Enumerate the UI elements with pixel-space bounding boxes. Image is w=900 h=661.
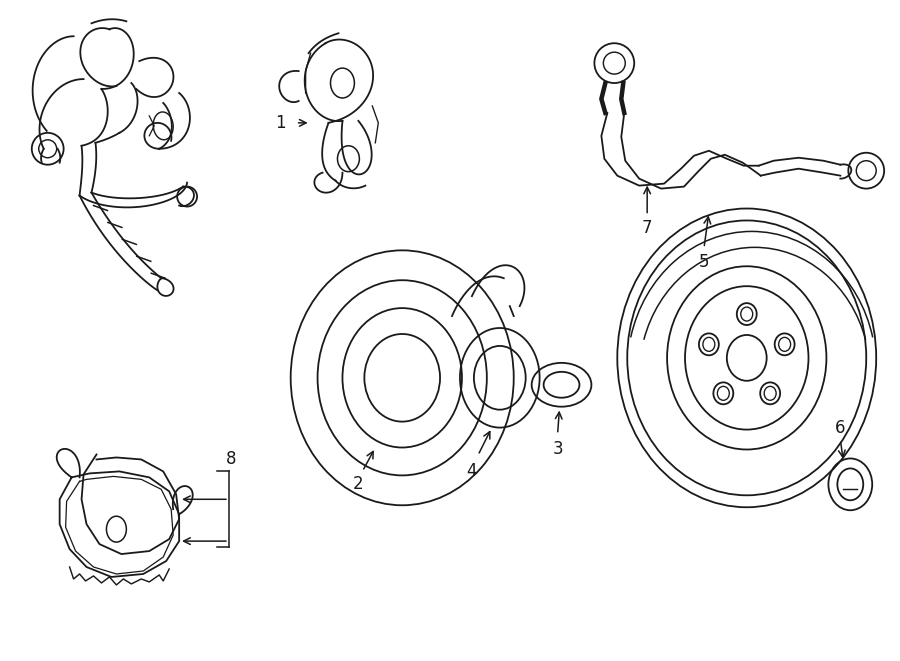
Text: 7: 7 bbox=[642, 219, 652, 237]
Text: 4: 4 bbox=[467, 463, 477, 481]
Text: 6: 6 bbox=[835, 418, 846, 436]
Text: 5: 5 bbox=[698, 253, 709, 271]
Text: 1: 1 bbox=[275, 114, 286, 132]
Text: 2: 2 bbox=[353, 475, 364, 493]
Text: 3: 3 bbox=[553, 440, 562, 459]
Text: 8: 8 bbox=[226, 450, 236, 469]
